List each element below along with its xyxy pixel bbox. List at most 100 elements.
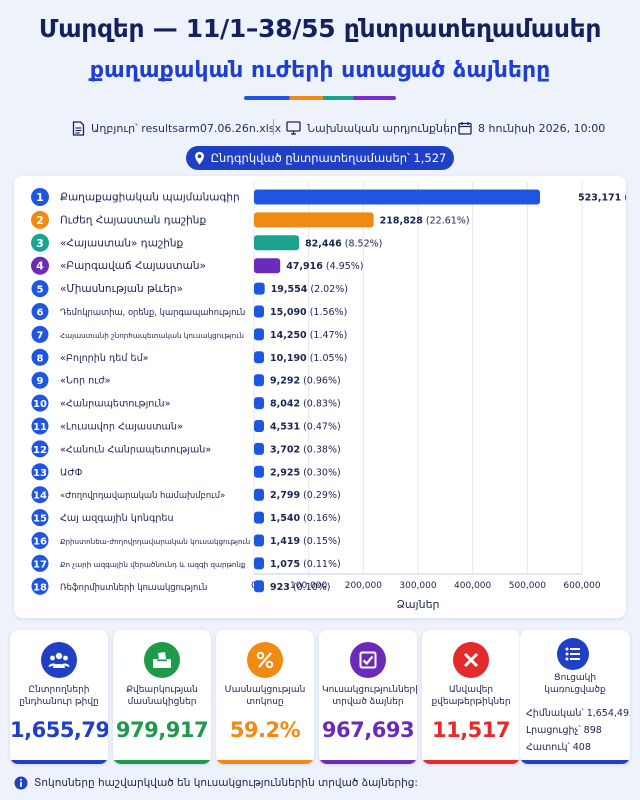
info-icon — [14, 776, 28, 790]
category-label: ԱԺՓ — [60, 467, 83, 478]
data-label: 10,190 (1.05%) — [270, 353, 347, 364]
data-label: 47,916 (4.95%) — [286, 261, 363, 272]
rank-number: 2 — [36, 214, 44, 227]
rank-badge — [31, 233, 49, 252]
data-label: 4,531 (0.47%) — [270, 422, 341, 433]
list-icon — [557, 638, 589, 670]
bar — [254, 212, 374, 228]
page-subtitle: քաղաքական ուժերի ստացած ձայները — [89, 58, 551, 83]
category-label: Ուժեղ Հայաստան դաշինք — [60, 214, 206, 226]
breakdown-special: Հատուկ՝ 408 — [526, 742, 591, 753]
stat-accent-bar — [216, 760, 314, 764]
stat-card-party-votes: Կուսակցություններին տրված ձայներ 967,693 — [319, 630, 417, 764]
category-label: «Միասնության թևեր» — [60, 283, 183, 295]
breakdown-extra: Լրացուցիչ՝ 898 — [526, 725, 602, 736]
x-tick-label: 100,000 — [290, 581, 327, 591]
data-label: 523,171 (54.06%) — [578, 193, 626, 204]
stat-label: Մասնակցության տոկոսը — [224, 685, 306, 707]
rank-badge — [31, 486, 49, 504]
rank-badge — [31, 463, 49, 481]
rank-number: 6 — [37, 308, 44, 319]
data-label: 218,828 (22.61%) — [380, 215, 470, 226]
stat-card-invalid: Անվավեր քվեաթերթիկներ 11,517 — [422, 630, 520, 764]
stat-value: 59.2% — [229, 718, 301, 742]
x-icon — [453, 642, 489, 678]
category-label: «Բարգավաճ Հայաստան» — [60, 260, 206, 272]
stat-value: 967,693 — [321, 718, 415, 742]
chart-card: 0100,000200,000300,000400,000500,000600,… — [14, 176, 626, 618]
stat-accent-bar — [10, 760, 108, 764]
rank-badge — [31, 532, 49, 549]
rank-badge — [31, 440, 49, 458]
rank-badge — [31, 325, 49, 343]
rank-number: 5 — [37, 285, 44, 296]
precincts-text: Ընդգրկված ընտրատեղամասեր՝ 1,527 — [210, 151, 447, 165]
rank-number: 7 — [37, 330, 44, 341]
stat-accent-bar — [319, 760, 417, 764]
rank-badge — [31, 577, 49, 595]
breakdown-main: Հիմնական՝ 1,654,493 — [526, 708, 630, 719]
stat-label: Ընտրողների ընդհանուր թիվը — [19, 685, 99, 707]
rank-badge — [31, 348, 49, 366]
stat-accent-bar — [520, 760, 630, 764]
category-label: «Բոլորին դեմ եմ» — [60, 353, 149, 364]
category-label: Հայ ազգային կոնգրես — [60, 513, 174, 524]
rank-number: 17 — [33, 559, 47, 570]
data-label: 1,075 (0.11%) — [270, 559, 341, 570]
stats-row: Ընտրողների ընդհանուր թիվը 1,655,799 Քվեա… — [10, 630, 630, 764]
rank-badge — [31, 554, 49, 572]
stat-card-turnout: Մասնակցության տոկոսը 59.2% — [216, 630, 314, 764]
data-label: 2,799 (0.29%) — [270, 490, 341, 501]
precincts-pill: Ընդգրկված ընտրատեղամասեր՝ 1,527 — [186, 146, 454, 170]
rank-badge — [31, 188, 49, 206]
bar — [254, 305, 264, 318]
x-tick-label: 500,000 — [509, 581, 546, 591]
stat-card-voters: Ընտրողների ընդհանուր թիվը 1,655,799 — [10, 630, 108, 764]
rank-number: 14 — [33, 491, 47, 502]
bar — [254, 351, 264, 364]
category-label: Քաղաքացիական պայմանագիր — [60, 192, 240, 204]
category-label: Դեմոկրատիա, օրենք, կարգապահություն — [60, 307, 245, 317]
rank-number: 10 — [33, 399, 47, 410]
data-label: 14,250 (1.47%) — [270, 330, 347, 341]
location-pin-icon — [194, 151, 204, 165]
rank-badge — [31, 210, 49, 229]
bar — [254, 397, 264, 410]
meta-results: Նախնական արդյունքներ — [286, 118, 457, 138]
percent-icon — [247, 642, 283, 678]
people-icon — [41, 642, 77, 678]
stat-card-list-structure: Ցուցակի կառուցվածք Հիմնական՝ 1,654,493 Լ… — [520, 630, 630, 764]
data-label: 2,925 (0.30%) — [270, 467, 341, 478]
category-label: «Հանուն Հանրապետության» — [60, 444, 211, 455]
rank-number: 1 — [36, 191, 44, 204]
rank-number: 3 — [36, 237, 44, 250]
rank-number: 13 — [33, 468, 47, 479]
data-label: 8,042 (0.83%) — [270, 399, 341, 410]
rank-number: 15 — [33, 514, 47, 525]
meta-divider — [445, 119, 446, 135]
document-icon — [72, 120, 85, 136]
title-underline — [244, 96, 396, 100]
category-label: Քո չարի ազգային վերածնունդ և ազգի զարթոն… — [60, 560, 246, 569]
footer-note: Տոկոսները հաշվարկված են կուսակցություննե… — [14, 774, 418, 792]
data-label: 1,540 (0.16%) — [270, 513, 341, 524]
x-tick-label: 600,000 — [563, 581, 600, 591]
meta-source-text: Աղբյուր՝ resultsarm07.06.26n.xlsx — [91, 121, 282, 135]
bar — [254, 235, 300, 251]
rank-number: 18 — [33, 582, 47, 593]
rank-number: 4 — [36, 260, 44, 273]
bar — [254, 258, 281, 274]
meta-date-text: 8 հունիսի 2026, 10:00 — [478, 121, 606, 135]
breakdown-title: Ցուցակի կառուցվածք — [544, 673, 606, 695]
footer-note-text: Տոկոսները հաշվարկված են կուսակցություննե… — [34, 777, 418, 789]
x-tick-label: 300,000 — [399, 581, 436, 591]
category-label: Քրիստոնեա-ժողովրդավարական կուսակցություն — [60, 537, 250, 546]
stat-label: Քվեարկության մասնակիցներ — [126, 685, 198, 707]
bar — [254, 328, 264, 341]
bar-chart: 0100,000200,000300,000400,000500,000600,… — [31, 182, 626, 611]
rank-badge — [31, 417, 49, 435]
bar — [254, 442, 264, 455]
data-label: 3,702 (0.38%) — [270, 444, 341, 455]
meta-date: 8 հունիսի 2026, 10:00 — [458, 118, 605, 138]
